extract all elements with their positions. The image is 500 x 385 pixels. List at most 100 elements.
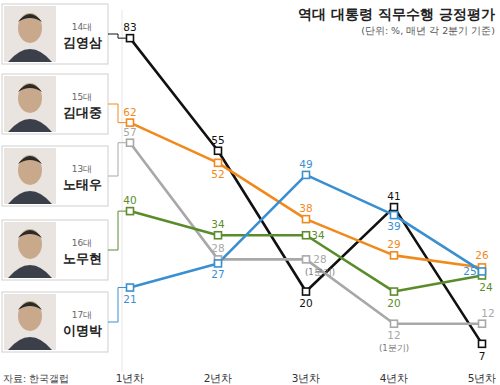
x-tick-label: 1년차 <box>116 372 145 384</box>
data-label: 39 <box>387 220 400 232</box>
photo-hair <box>18 156 42 164</box>
point-marker <box>215 159 222 166</box>
photo-face <box>18 13 42 43</box>
series-line <box>130 143 482 324</box>
legend-item: 13대노태우 <box>2 143 126 206</box>
legend-item: 15대김대중 <box>2 74 126 134</box>
data-label: 34 <box>211 218 225 230</box>
photo-body <box>8 119 52 132</box>
x-tick-label: 2년차 <box>204 372 233 384</box>
legend-box <box>2 220 108 280</box>
data-label: 24 <box>479 281 493 293</box>
legend-term: 16대 <box>72 238 92 248</box>
data-label: 27 <box>211 268 224 280</box>
data-label: 25 <box>463 265 476 277</box>
data-label: 12 <box>481 307 494 319</box>
series-line <box>130 123 482 268</box>
legend-term: 17대 <box>72 310 92 320</box>
photo-body <box>8 49 52 62</box>
photo-body <box>8 337 52 350</box>
data-label: 38 <box>299 202 312 214</box>
chart: 역대 대통령 직무수행 긍정평가 (단위: %, 매년 각 2분기 기준) 1년차 2… <box>0 0 500 385</box>
y-axis <box>122 10 123 372</box>
data-label: 49 <box>299 158 312 170</box>
data-label: 12 <box>387 329 400 341</box>
point-marker <box>127 208 134 215</box>
title: 역대 대통령 직무수행 긍정평가 <box>298 6 495 22</box>
legend-name: 이명박 <box>63 323 102 338</box>
photo-bg <box>4 148 56 204</box>
legend-connector <box>108 143 126 176</box>
point-marker <box>479 268 486 275</box>
point-marker <box>127 284 134 291</box>
subtitle: (단위: %, 매년 각 2분기 기준) <box>361 25 495 36</box>
point-marker <box>215 232 222 239</box>
photo-bg <box>4 76 56 132</box>
legend-name: 김대중 <box>63 105 102 120</box>
point-marker <box>303 216 310 223</box>
point-marker <box>391 212 398 219</box>
point-marker <box>303 288 310 295</box>
data-label: 55 <box>211 134 224 146</box>
legend-item: 16대노무현 <box>2 211 126 280</box>
point-marker <box>391 288 398 295</box>
point-marker <box>391 204 398 211</box>
photo-face <box>18 83 42 113</box>
point-marker <box>479 320 486 327</box>
data-label: 7 <box>479 350 486 362</box>
point-note: (1분기) <box>305 267 335 277</box>
point-marker <box>479 340 486 347</box>
legend-box <box>2 74 108 134</box>
data-label: 21 <box>123 293 136 305</box>
x-tick-label: 4년차 <box>380 372 409 384</box>
series-line <box>130 175 482 288</box>
photo-face <box>18 229 42 259</box>
series-line <box>130 38 482 344</box>
legend-box <box>2 292 108 352</box>
source: 자료: 한국갤럽 <box>3 373 69 384</box>
data-label: 52 <box>211 168 224 180</box>
data-label: 62 <box>123 106 136 118</box>
legend-name: 노태우 <box>63 177 102 192</box>
point-marker <box>303 232 310 239</box>
legend-connector <box>108 211 126 250</box>
photo-face <box>18 155 42 185</box>
point-marker <box>127 35 134 42</box>
series-line <box>130 211 482 291</box>
data-label: 29 <box>387 238 400 250</box>
photo-bg <box>4 294 56 350</box>
photo-bg <box>4 222 56 278</box>
legend-box <box>2 4 108 64</box>
data-label: 28 <box>211 242 224 254</box>
point-marker <box>303 256 310 263</box>
legend-box <box>2 146 108 206</box>
photo-hair <box>18 14 42 22</box>
data-label: 41 <box>387 190 400 202</box>
plot-area <box>127 35 486 348</box>
photo-body <box>8 191 52 204</box>
photo-body <box>8 265 52 278</box>
point-marker <box>215 147 222 154</box>
legend-name: 김영삼 <box>63 35 102 50</box>
legend-term: 15대 <box>72 92 92 102</box>
point-marker <box>391 252 398 259</box>
photo-hair <box>18 84 42 92</box>
point-marker <box>127 139 134 146</box>
data-label: 40 <box>123 194 136 206</box>
point-marker <box>303 171 310 178</box>
data-label: 28 <box>313 253 326 265</box>
data-label: 26 <box>475 249 489 261</box>
point-marker <box>215 260 222 267</box>
legend-item: 17대이명박 <box>2 288 126 352</box>
legend-name: 노무현 <box>63 251 102 266</box>
data-label: 34 <box>311 229 325 241</box>
photo-face <box>18 301 42 331</box>
point-marker <box>391 320 398 327</box>
photo-bg <box>4 6 56 62</box>
x-tick-label: 5년차 <box>468 372 497 384</box>
legend-term: 13대 <box>72 164 92 174</box>
legend-item: 14대김영삼 <box>2 4 126 64</box>
legend-term: 14대 <box>72 22 92 32</box>
data-label: 20 <box>387 297 400 309</box>
data-label: 57 <box>123 126 136 138</box>
